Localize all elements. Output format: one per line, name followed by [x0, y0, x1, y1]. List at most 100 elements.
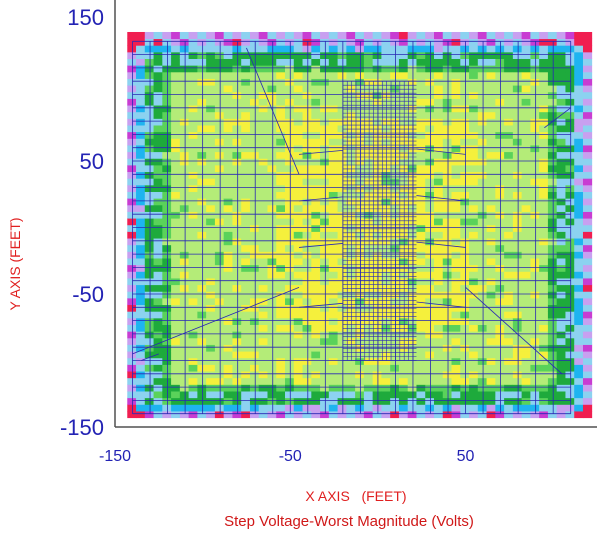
heat-cell — [258, 171, 268, 179]
heat-cell — [372, 178, 382, 186]
heat-cell — [276, 164, 286, 173]
heat-cell — [144, 344, 154, 352]
heat-cell — [267, 371, 277, 379]
heat-cell — [495, 131, 505, 139]
heat-cell — [486, 178, 496, 186]
heat-cell — [188, 164, 198, 173]
heat-cell — [188, 271, 198, 279]
heat-cell — [206, 198, 216, 206]
heat-cell — [407, 85, 417, 93]
heat-cell — [425, 391, 435, 399]
heat-cell — [504, 91, 514, 99]
heat-cell — [539, 85, 549, 93]
heat-cell — [469, 297, 479, 306]
heat-cell — [407, 118, 417, 126]
heat-cell — [416, 151, 426, 159]
heat-cell — [328, 118, 338, 126]
heat-cell — [381, 198, 391, 206]
heat-cell — [337, 291, 347, 299]
heat-cell — [565, 31, 575, 40]
heat-cell — [469, 218, 479, 226]
heat-cell — [171, 171, 181, 179]
heat-cell — [258, 391, 268, 399]
heat-cell — [355, 324, 365, 332]
heat-cell — [206, 151, 216, 159]
heat-cell — [504, 404, 514, 412]
heat-cell — [136, 231, 146, 239]
heat-cell — [258, 151, 268, 159]
heat-cell — [574, 58, 584, 66]
heat-cell — [504, 145, 514, 153]
heat-cell — [512, 258, 523, 266]
heat-cell — [337, 251, 347, 259]
heat-cell — [582, 311, 593, 319]
heat-cell — [179, 178, 190, 186]
heat-cell — [451, 251, 461, 259]
heat-cell — [293, 31, 303, 40]
heat-cell — [460, 138, 470, 146]
heat-cell — [232, 51, 242, 59]
heat-cell — [206, 397, 216, 405]
heat-cell — [328, 384, 338, 392]
heat-cell — [355, 291, 365, 299]
heat-cell — [469, 224, 479, 232]
heat-cell — [434, 364, 444, 372]
heat-cell — [328, 145, 338, 153]
heat-cell — [179, 211, 190, 219]
heat-cell — [504, 337, 514, 345]
heat-cell — [144, 304, 154, 312]
heat-cell — [434, 251, 444, 259]
heat-cell — [127, 38, 137, 46]
heat-cell — [398, 191, 409, 199]
heat-cell — [171, 231, 181, 239]
heat-cell — [144, 297, 154, 306]
heat-cell — [460, 278, 470, 286]
heat-cell — [206, 38, 216, 46]
heat-cell — [197, 171, 207, 179]
heat-cell — [346, 284, 356, 292]
heat-cell — [530, 31, 540, 40]
heat-cell — [136, 38, 146, 46]
heat-cell — [241, 231, 251, 239]
heat-cell — [565, 158, 575, 166]
heat-cell — [512, 98, 523, 106]
heat-cell — [407, 145, 417, 153]
heat-cell — [398, 377, 409, 385]
heat-cell — [434, 238, 444, 246]
heat-cell — [311, 65, 321, 73]
heat-cell — [232, 238, 242, 246]
heat-cell — [460, 284, 470, 292]
heat-cell — [188, 78, 198, 86]
heat-cell — [267, 364, 277, 372]
heat-cell — [258, 105, 268, 113]
heat-cell — [214, 404, 225, 412]
heat-cell — [267, 31, 277, 40]
heat-cell — [565, 224, 575, 232]
heat-cell — [539, 204, 549, 212]
heat-cell — [267, 278, 277, 286]
heat-cell — [320, 397, 330, 405]
heat-cell — [179, 304, 190, 312]
heat-cell — [153, 71, 163, 79]
heat-cell — [320, 284, 330, 292]
heat-cell — [311, 264, 321, 272]
heat-cell — [495, 411, 505, 419]
heat-cell — [565, 164, 575, 173]
heat-cell — [398, 258, 409, 266]
grid-conductor — [416, 301, 466, 308]
heat-cell — [495, 317, 505, 325]
heat-cell — [574, 145, 584, 153]
heat-cell — [249, 71, 260, 79]
heat-cell — [232, 224, 242, 232]
heat-cell — [188, 397, 198, 405]
heat-cell — [390, 377, 400, 385]
heat-cell — [127, 145, 137, 153]
heat-cell — [241, 91, 251, 99]
heat-cell — [425, 151, 435, 159]
heat-cell — [442, 324, 452, 332]
heat-cell — [565, 284, 575, 292]
heat-cell — [232, 105, 242, 113]
heat-cell — [512, 224, 523, 232]
heat-cell — [390, 91, 400, 99]
heat-cell — [206, 404, 216, 412]
